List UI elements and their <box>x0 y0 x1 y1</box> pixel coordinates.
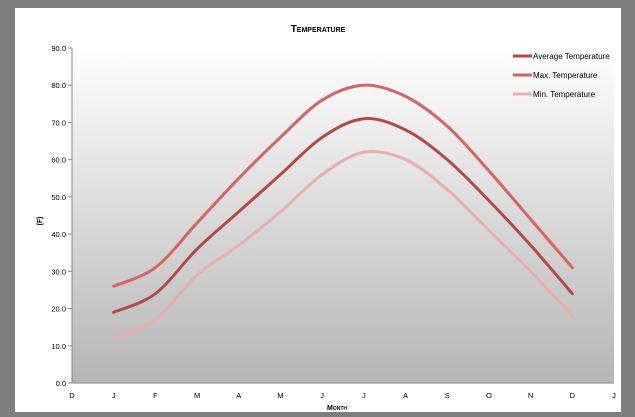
x-tick-label: D <box>570 391 576 400</box>
chart-frame: 0.0 10.0 20.0 30.0 40.0 50.0 60.0 70.0 80.0 90.0 … <box>15 8 621 412</box>
x-tick-label: J <box>612 391 616 400</box>
y-tick-label: 50.0 <box>51 193 66 202</box>
x-tick-label: M <box>277 391 283 400</box>
legend-label: Average Temperature <box>533 52 610 61</box>
y-tick-label: 60.0 <box>51 156 66 165</box>
y-tick-label: 20.0 <box>51 305 66 314</box>
x-tick-label: O <box>486 391 492 400</box>
x-tick-label: A <box>236 391 241 400</box>
y-axis-title: (F) <box>37 217 44 226</box>
series-line-min-temperature <box>112 149 574 340</box>
legend: Average Temperature Max. Temperature Min. … <box>513 52 610 99</box>
series-line-average-temperature <box>112 117 574 314</box>
x-tick-label: J <box>112 391 116 400</box>
x-tick-label: S <box>445 391 450 400</box>
x-tick-label: N <box>528 391 533 400</box>
y-tick-label: 80.0 <box>51 81 66 90</box>
y-tick-label: 90.0 <box>51 44 66 53</box>
x-tick-label: F <box>153 391 158 400</box>
y-axis-ticks: 0.0 10.0 20.0 30.0 40.0 50.0 60.0 70.0 80.0 90.0 <box>51 44 72 388</box>
y-tick-label: 30.0 <box>51 267 66 276</box>
plot-area <box>72 48 614 383</box>
y-tick-label: 70.0 <box>51 118 66 127</box>
x-tick-label: D <box>69 391 75 400</box>
x-tick-label: M <box>194 391 200 400</box>
series-line-max-temperature <box>112 83 574 288</box>
series-lines <box>112 83 574 340</box>
chart-title: Temperature <box>291 24 346 35</box>
temperature-chart: 0.010.020.030.040.050.060.070.080.090.0 … <box>37 24 616 412</box>
x-tick-label: J <box>320 391 324 400</box>
x-axis-title: Month <box>327 405 347 412</box>
x-tick-label: J <box>362 391 366 400</box>
y-tick-label: 40.0 <box>51 230 66 239</box>
y-tick-label: 0.0 <box>56 379 66 388</box>
legend-label: Min. Temperature <box>533 90 596 99</box>
legend-label: Max. Temperature <box>533 71 598 80</box>
y-tick-label: 10.0 <box>51 342 66 351</box>
x-tick-label: A <box>403 391 408 400</box>
